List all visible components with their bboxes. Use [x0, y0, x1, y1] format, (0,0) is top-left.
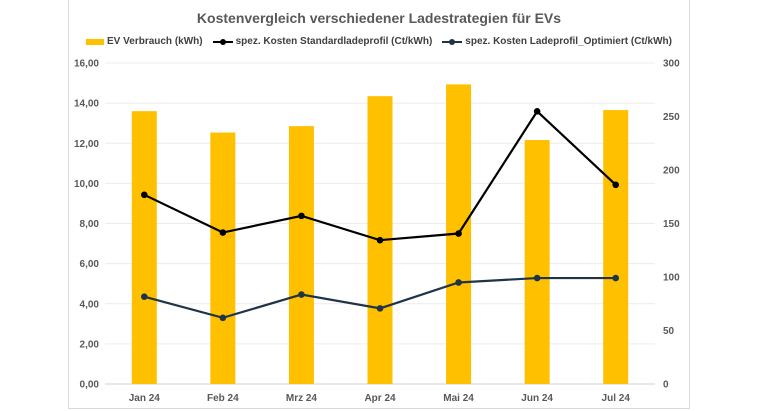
y-left-tick-label: 12,00	[74, 139, 99, 150]
data-point	[533, 108, 541, 115]
legend-label: EV Verbrauch (kWh)	[107, 36, 203, 47]
x-tick-label: Jul 24	[602, 393, 631, 404]
chart-frame	[68, 0, 690, 409]
y-right-tick-label: 50	[663, 326, 675, 337]
legend: EV Verbrauch (kWh) spez. Kosten Standard…	[68, 36, 690, 47]
x-tick-label: Jan 24	[129, 393, 161, 404]
bar	[524, 140, 550, 384]
x-tick-label: Jun 24	[521, 393, 553, 404]
data-point	[612, 274, 620, 282]
data-point	[376, 305, 384, 312]
bar	[288, 126, 314, 384]
legend-item-optimized: spez. Kosten Ladeprofil_Optimiert (Ct/kW…	[442, 36, 672, 47]
y-left-tick-label: 2,00	[80, 339, 100, 350]
bar	[603, 110, 629, 384]
data-point	[140, 191, 148, 199]
y-left-tick-label: 16,00	[74, 59, 99, 70]
y-left-tick-label: 6,00	[80, 259, 100, 270]
y-right-tick-label: 300	[663, 59, 680, 70]
y-right-tick-label: 200	[663, 166, 680, 177]
data-point	[612, 181, 620, 189]
y-left-tick-label: 10,00	[74, 179, 99, 190]
y-left-tick-label: 14,00	[74, 99, 99, 110]
data-point	[455, 279, 462, 286]
legend-item-standard: spez. Kosten Standardladeprofil (Ct/kWh)	[212, 36, 433, 47]
y-right-tick-label: 250	[663, 112, 680, 123]
y-right-tick-label: 0	[663, 380, 669, 391]
legend-label: spez. Kosten Standardladeprofil (Ct/kWh)	[235, 36, 433, 47]
y-left-tick-label: 0,00	[80, 380, 100, 391]
data-point	[298, 291, 305, 298]
chart-title: Kostenvergleich verschiedener Ladestrate…	[196, 10, 562, 26]
legend-label: spez. Kosten Ladeprofil_Optimiert (Ct/kW…	[465, 36, 672, 47]
legend-swatch-bar	[86, 38, 105, 45]
x-tick-label: Feb 24	[207, 393, 239, 404]
data-point	[140, 293, 148, 301]
x-tick-label: Mai 24	[443, 393, 474, 404]
bar	[131, 111, 157, 385]
legend-item-bar: EV Verbrauch (kWh)	[86, 36, 203, 47]
x-tick-label: Mrz 24	[286, 393, 318, 404]
legend-swatch-line	[212, 38, 233, 45]
legend-swatch-line	[442, 38, 463, 45]
x-tick-label: Apr 24	[364, 393, 396, 404]
data-point	[533, 274, 541, 282]
data-point	[219, 229, 227, 236]
y-left-tick-label: 4,00	[80, 299, 100, 310]
y-right-tick-label: 100	[663, 273, 680, 284]
data-point	[455, 230, 462, 237]
y-right-tick-label: 150	[663, 219, 680, 230]
y-left-tick-label: 8,00	[80, 219, 100, 230]
bar	[210, 132, 236, 384]
data-point	[219, 314, 227, 322]
data-point	[298, 212, 305, 220]
data-point	[376, 236, 384, 244]
